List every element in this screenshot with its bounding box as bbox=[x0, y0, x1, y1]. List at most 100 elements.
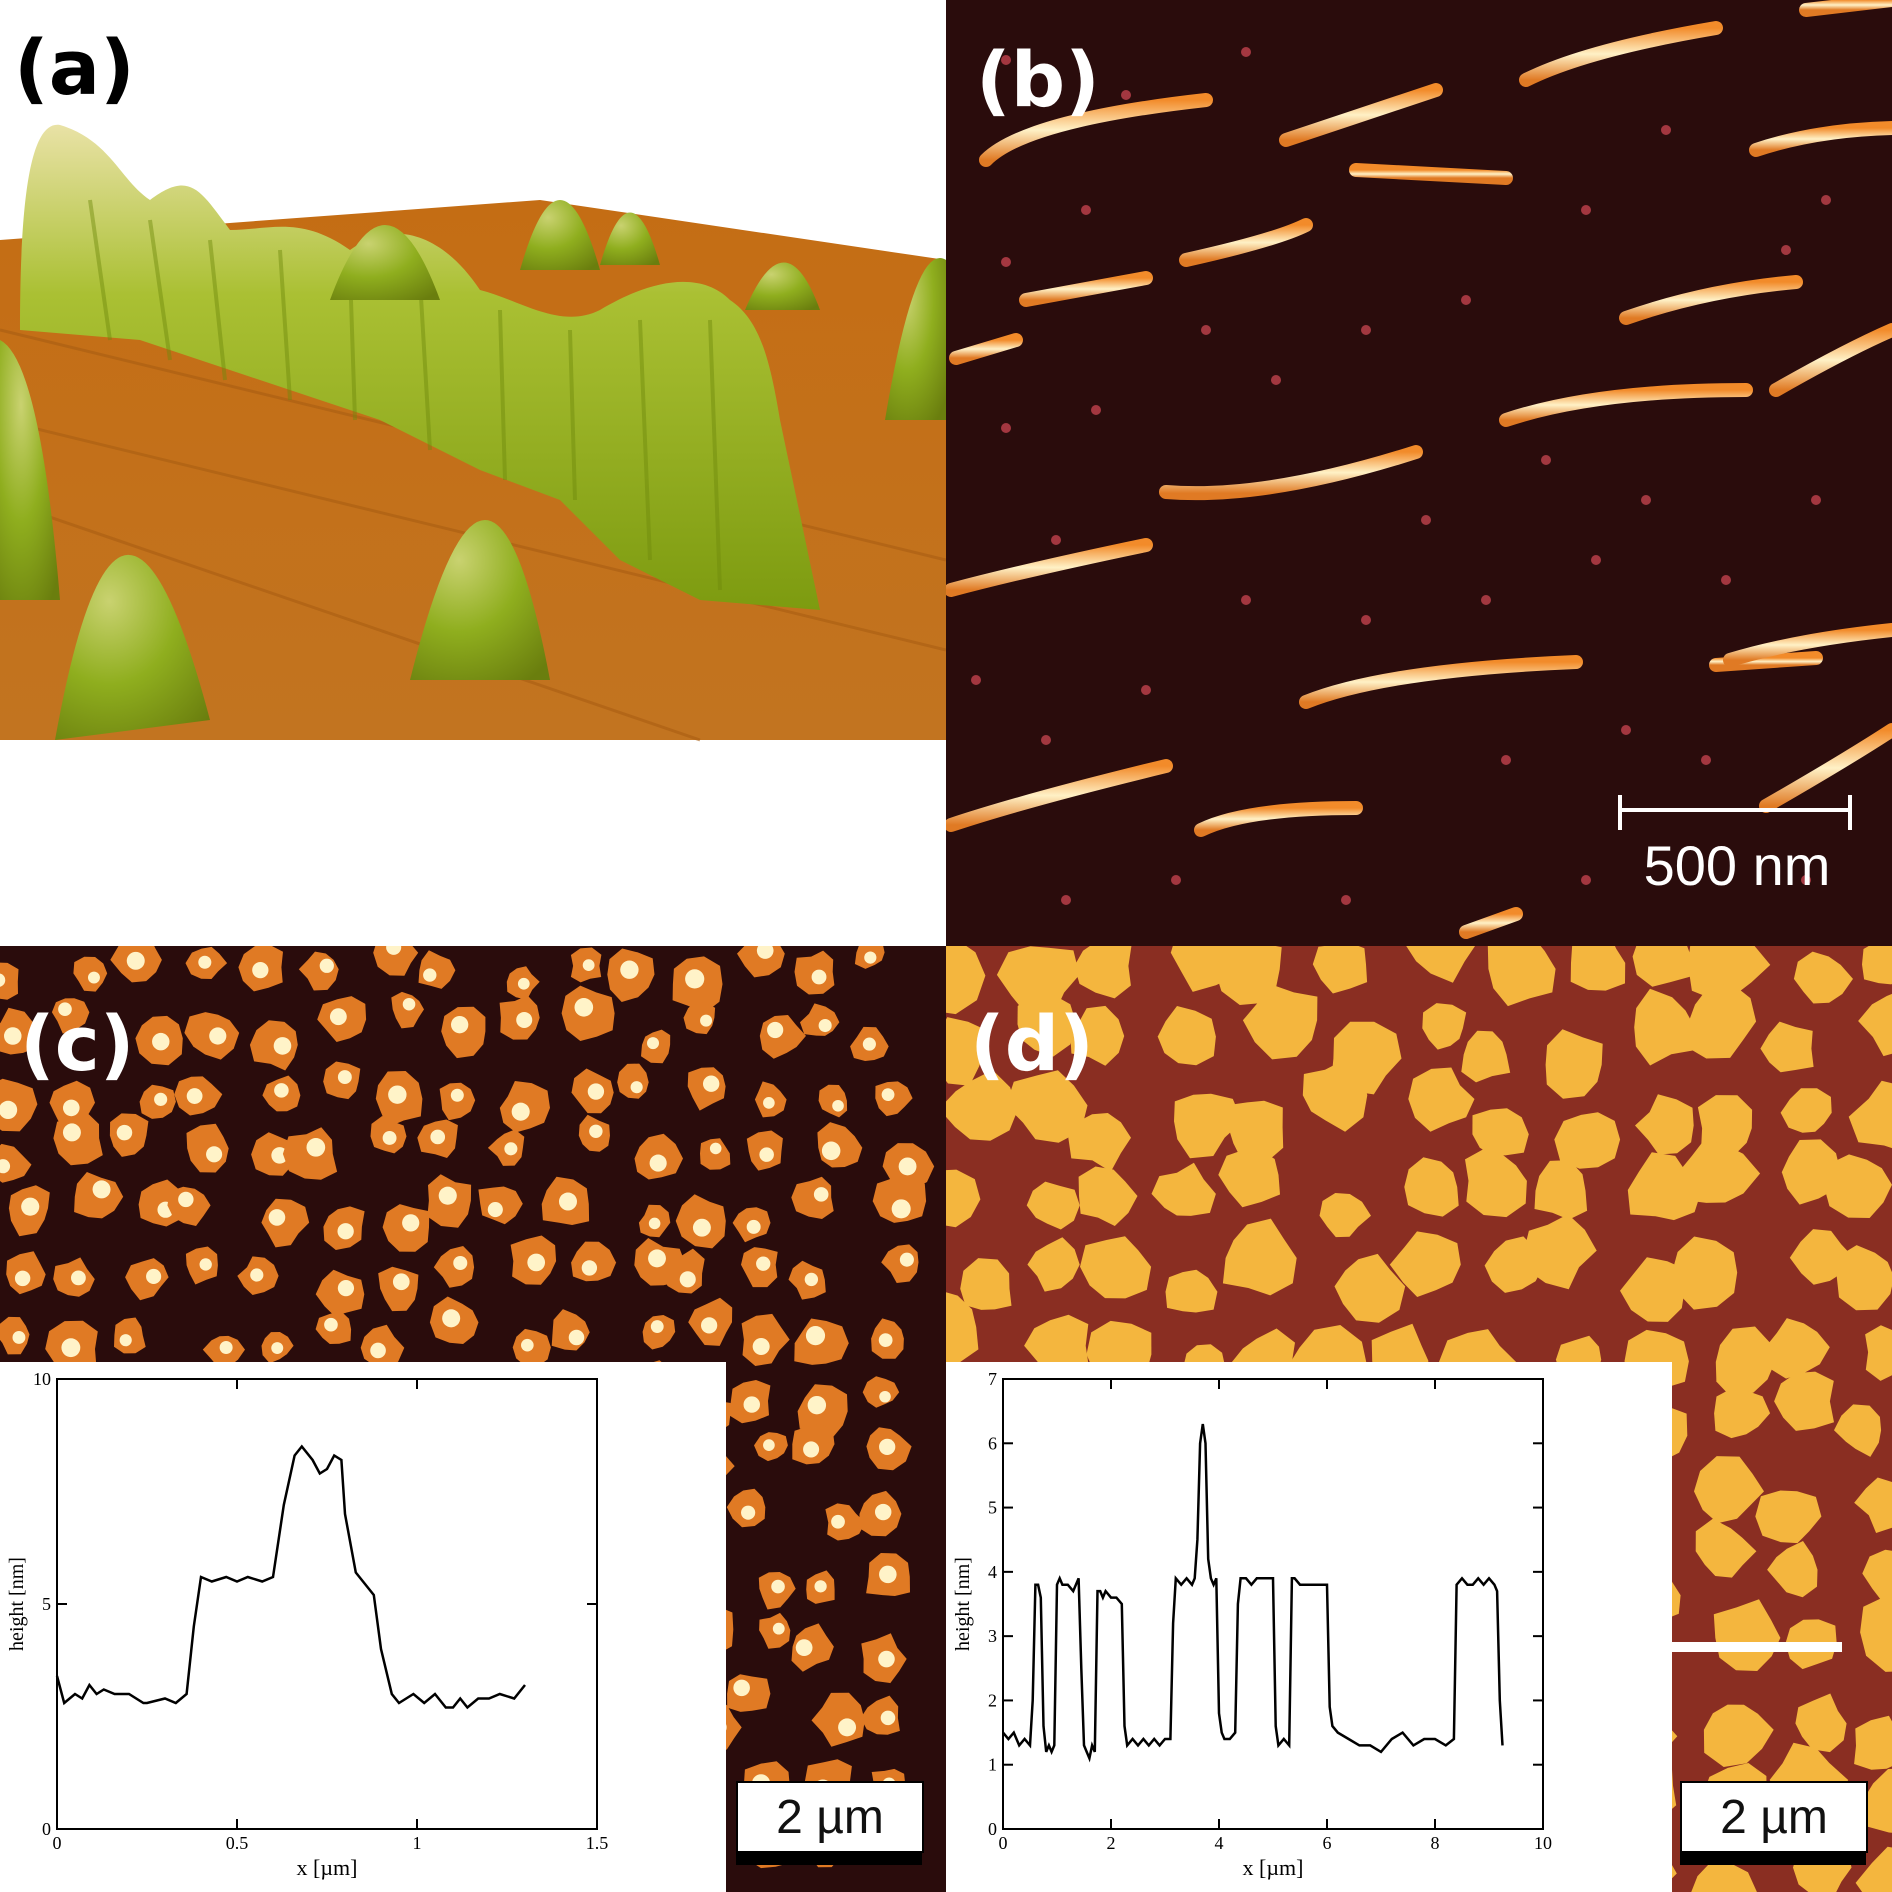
afm-island-core bbox=[763, 1439, 775, 1451]
afm-island bbox=[1389, 1231, 1461, 1297]
afm-island bbox=[1404, 1157, 1459, 1217]
afm-island-core bbox=[589, 1124, 603, 1139]
afm-island-core bbox=[701, 1317, 718, 1334]
afm-island bbox=[1862, 946, 1892, 985]
afm-island-core bbox=[899, 1252, 914, 1267]
afm-island-core bbox=[864, 951, 877, 964]
afm-island bbox=[571, 1241, 617, 1282]
afm-island-core bbox=[814, 1580, 827, 1593]
afm-island-core bbox=[685, 969, 705, 989]
afm-island bbox=[1534, 1160, 1588, 1220]
panel-c-scalebar-label: 2 µm bbox=[736, 1781, 924, 1853]
afm-island bbox=[1017, 992, 1077, 1057]
afm-island bbox=[1854, 1715, 1892, 1770]
afm-island bbox=[1774, 1371, 1834, 1431]
afm-island-core bbox=[759, 1147, 774, 1162]
afm-island-core bbox=[453, 1256, 468, 1271]
afm-island-core bbox=[874, 1503, 892, 1521]
afm-island bbox=[433, 1246, 475, 1288]
afm-island-core bbox=[306, 1137, 326, 1157]
afm-island-core bbox=[271, 1342, 284, 1355]
afm-island bbox=[1027, 1237, 1080, 1292]
afm-island-core bbox=[568, 1329, 585, 1346]
afm-island bbox=[1715, 1326, 1775, 1398]
panel-b-label: (b) bbox=[976, 35, 1100, 124]
afm-island-core bbox=[504, 1142, 518, 1156]
afm-island-core bbox=[319, 958, 334, 973]
afm-island-core bbox=[154, 1092, 168, 1106]
afm-island-core bbox=[581, 1260, 598, 1276]
panel-d-profile-ytick-label: 5 bbox=[988, 1498, 997, 1518]
afm-island bbox=[860, 1695, 900, 1735]
afm-island-core bbox=[879, 1390, 891, 1403]
afm-island bbox=[1695, 1518, 1757, 1578]
afm-island bbox=[1855, 1846, 1892, 1892]
afm-island-core bbox=[650, 1320, 664, 1333]
afm-island-core bbox=[392, 1273, 410, 1291]
afm-island-core bbox=[862, 1037, 876, 1051]
afm-island bbox=[1334, 1253, 1406, 1323]
afm-island bbox=[261, 1198, 310, 1248]
afm-island-core bbox=[804, 1272, 819, 1287]
afm-island bbox=[811, 1692, 865, 1747]
afm-island-core bbox=[386, 946, 402, 955]
afm-island bbox=[1225, 1100, 1284, 1164]
afm-island-core bbox=[4, 1027, 22, 1045]
afm-island bbox=[551, 1309, 590, 1351]
panel-d-profile-line-marker bbox=[1672, 1642, 1842, 1652]
afm-island-core bbox=[587, 1083, 605, 1100]
afm-island bbox=[1634, 988, 1695, 1066]
afm-island-core bbox=[388, 1085, 407, 1104]
afm-island-core bbox=[209, 1027, 227, 1045]
afm-island-core bbox=[382, 1131, 397, 1145]
panel-d-profile-xlabel: x [µm] bbox=[1243, 1855, 1304, 1880]
afm-island bbox=[418, 950, 456, 989]
afm-island-core bbox=[0, 1159, 11, 1174]
panel-d-profile-ytick-label: 4 bbox=[988, 1562, 997, 1582]
panel-c-profile-ytick-label: 5 bbox=[42, 1594, 51, 1614]
panel-c-profile-xtick-label: 0 bbox=[53, 1833, 62, 1853]
afm-island bbox=[946, 1169, 981, 1228]
afm-island-core bbox=[450, 1088, 464, 1102]
panel-c-profile-chart: 0 0.5 1 1.5 0 5 10 x [µm] height [nm] bbox=[6, 1369, 608, 1880]
afm-island bbox=[1165, 1269, 1218, 1313]
afm-island-core bbox=[126, 951, 145, 970]
afm-island-core bbox=[423, 968, 437, 982]
afm-island-core bbox=[0, 973, 6, 987]
afm-island bbox=[1214, 946, 1282, 1005]
afm-island bbox=[0, 1143, 32, 1183]
afm-island bbox=[1694, 1456, 1764, 1524]
afm-island bbox=[1858, 993, 1892, 1057]
afm-island-core bbox=[709, 1142, 722, 1155]
afm-island bbox=[1005, 1070, 1088, 1143]
afm-island bbox=[1472, 1108, 1529, 1156]
afm-island-core bbox=[268, 1209, 286, 1226]
panel-c-profile-ylabel: height [nm] bbox=[6, 1557, 28, 1651]
afm-island-core bbox=[274, 1083, 289, 1098]
afm-island-core bbox=[702, 1075, 720, 1092]
afm-island bbox=[1070, 1005, 1125, 1066]
afm-island bbox=[1620, 1257, 1687, 1322]
panel-c-profile-xtick-label: 0.5 bbox=[226, 1833, 249, 1853]
afm-island bbox=[960, 1258, 1012, 1310]
afm-island-core bbox=[878, 1650, 895, 1668]
panel-b-scalebar-label: 500 nm bbox=[1643, 834, 1831, 897]
afm-island-core bbox=[880, 1710, 896, 1726]
afm-island bbox=[1218, 1149, 1280, 1208]
panel-d-profile-xtick-label: 8 bbox=[1431, 1833, 1440, 1853]
panel-d-profile-xtick-label: 6 bbox=[1323, 1833, 1332, 1853]
afm-island-core bbox=[324, 1317, 338, 1332]
afm-island-core bbox=[756, 1256, 771, 1271]
afm-island-core bbox=[795, 1639, 813, 1657]
panel-d-profile-inset: 0 2 4 6 8 10 0 1 2 3 4 5 6 7 x [µm] height [nm] bbox=[946, 1362, 1672, 1892]
afm-island bbox=[727, 1674, 771, 1712]
afm-island-core bbox=[219, 1341, 233, 1354]
afm-island-core bbox=[582, 959, 595, 972]
panel-c-profile-xtick-label: 1 bbox=[413, 1833, 422, 1853]
afm-island-core bbox=[648, 1249, 666, 1268]
afm-island bbox=[1632, 946, 1691, 987]
afm-island-core bbox=[648, 1217, 661, 1230]
panel-c-profile-frame bbox=[56, 1378, 598, 1830]
afm-island-core bbox=[62, 1099, 80, 1117]
afm-island bbox=[791, 1623, 834, 1672]
